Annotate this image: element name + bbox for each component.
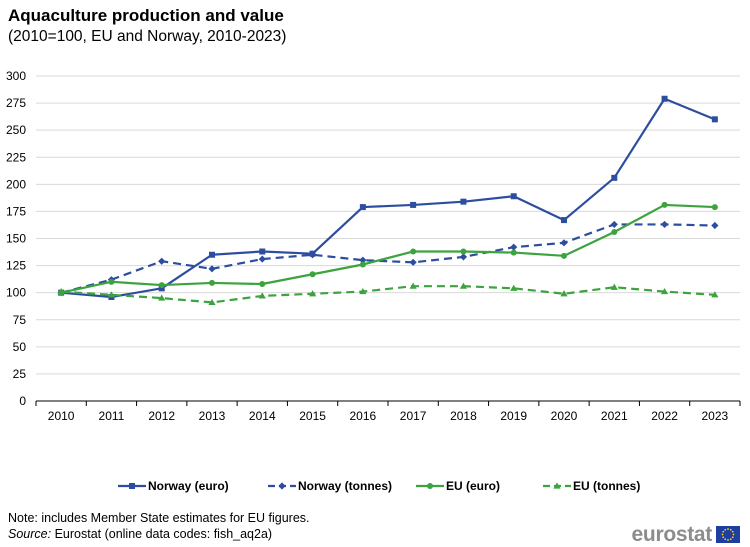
data-point-norway-tonnes-2017	[409, 258, 417, 266]
x-tick-label-2020: 2020	[551, 409, 578, 423]
y-tick-label-0: 0	[19, 394, 26, 408]
legend-marker-eu-tonnes	[553, 482, 561, 489]
y-tick-label-75: 75	[13, 313, 27, 327]
y-tick-label-150: 150	[6, 232, 26, 246]
y-tick-label-225: 225	[6, 150, 26, 164]
x-tick-label-2014: 2014	[249, 409, 276, 423]
data-point-eu-euro-2019	[510, 249, 517, 256]
legend-label-eu-tonnes: EU (tonnes)	[573, 479, 640, 493]
data-point-eu-tonnes-2016	[359, 287, 367, 295]
y-tick-label-50: 50	[13, 340, 27, 354]
series-line-norway-euro	[61, 97, 716, 299]
data-point-eu-euro-2018	[460, 248, 467, 255]
data-point-eu-tonnes-2014	[258, 292, 266, 299]
y-tick-label-250: 250	[6, 123, 26, 137]
data-point-norway-euro-2014	[259, 248, 266, 255]
x-tick-label-2021: 2021	[601, 409, 628, 423]
x-tick-label-2022: 2022	[651, 409, 678, 423]
data-point-eu-tonnes-2022	[660, 287, 669, 295]
x-tick-label-2011: 2011	[99, 409, 125, 423]
data-point-eu-euro-2015	[309, 271, 316, 278]
x-tick-label-2012: 2012	[148, 409, 175, 423]
eurostat-logo: eurostat	[632, 524, 740, 545]
data-point-norway-tonnes-2023	[711, 221, 719, 230]
legend-marker-eu-euro	[427, 483, 433, 489]
data-point-eu-tonnes-2015	[308, 290, 317, 297]
data-point-norway-euro-2020	[561, 217, 567, 224]
y-tick-label-100: 100	[6, 286, 26, 300]
data-point-eu-euro-2013	[209, 279, 215, 286]
x-tick-label-2015: 2015	[299, 409, 326, 423]
data-point-eu-euro-2021	[611, 229, 618, 235]
y-tick-label-300: 300	[6, 69, 26, 83]
data-point-norway-tonnes-2020	[560, 239, 568, 247]
data-point-eu-tonnes-2019	[510, 284, 518, 291]
y-tick-label-125: 125	[6, 259, 26, 273]
data-point-eu-tonnes-2012	[158, 294, 166, 301]
logo-text: eurostat	[631, 523, 713, 546]
data-point-eu-tonnes-2023	[711, 291, 719, 298]
chart-title: Aquaculture production and value	[8, 6, 284, 25]
data-point-norway-tonnes-2019	[510, 243, 518, 251]
data-point-eu-tonnes-2020	[560, 290, 568, 297]
data-point-norway-tonnes-2018	[459, 253, 468, 261]
data-point-norway-tonnes-2015	[308, 251, 317, 259]
x-tick-label-2010: 2010	[48, 409, 75, 423]
data-point-eu-euro-2011	[108, 278, 115, 285]
data-point-eu-euro-2016	[359, 261, 366, 268]
legend-marker-norway-tonnes	[278, 482, 286, 490]
eu-flag-icon	[716, 526, 740, 543]
data-point-norway-euro-2023	[711, 116, 718, 123]
y-tick-label-275: 275	[6, 96, 26, 110]
y-tick-label-200: 200	[6, 177, 26, 191]
data-point-eu-tonnes-2013	[208, 298, 216, 306]
data-point-norway-tonnes-2016	[359, 256, 367, 264]
data-point-norway-tonnes-2012	[158, 257, 166, 265]
data-point-eu-tonnes-2018	[459, 282, 468, 289]
legend-marker-norway-euro	[129, 483, 135, 489]
chart-subtitle: (2010=100, EU and Norway, 2010-2023)	[8, 28, 287, 45]
data-point-eu-tonnes-2017	[409, 282, 417, 289]
data-point-eu-euro-2014	[259, 281, 266, 287]
data-point-norway-euro-2021	[611, 174, 618, 181]
data-point-eu-tonnes-2021	[610, 283, 618, 290]
data-point-norway-euro-2017	[410, 201, 417, 208]
data-point-norway-tonnes-2021	[610, 220, 618, 229]
data-point-norway-euro-2012	[158, 285, 165, 292]
series-line-eu-euro	[60, 203, 715, 294]
x-tick-label-2018: 2018	[450, 409, 477, 423]
x-tick-label-2013: 2013	[199, 409, 226, 423]
x-tick-label-2023: 2023	[702, 409, 729, 423]
source-line: Source: Eurostat (online data codes: fis…	[8, 527, 272, 541]
x-tick-label-2017: 2017	[400, 409, 427, 423]
data-point-norway-euro-2022	[661, 95, 668, 102]
data-point-norway-tonnes-2014	[258, 255, 266, 263]
data-point-norway-euro-2016	[359, 204, 366, 211]
data-point-eu-euro-2020	[561, 252, 567, 259]
legend-label-norway-tonnes: Norway (tonnes)	[298, 479, 392, 493]
series-line-eu-tonnes	[61, 285, 715, 304]
source-text: Eurostat (online data codes: fish_aq2a)	[51, 527, 273, 541]
data-point-norway-euro-2013	[209, 251, 215, 258]
data-point-eu-euro-2012	[158, 282, 165, 289]
data-point-eu-euro-2023	[711, 204, 718, 211]
x-tick-label-2019: 2019	[500, 409, 527, 423]
legend-label-norway-euro: Norway (euro)	[148, 479, 229, 493]
data-point-eu-euro-2022	[661, 201, 668, 208]
footnote: Note: includes Member State estimates fo…	[8, 511, 310, 525]
y-tick-label-175: 175	[6, 204, 26, 218]
data-point-norway-euro-2019	[510, 193, 517, 200]
data-point-norway-tonnes-2022	[660, 220, 669, 229]
data-point-eu-tonnes-2011	[107, 291, 116, 298]
data-point-norway-tonnes-2013	[208, 265, 216, 273]
data-point-eu-euro-2017	[410, 248, 417, 255]
y-tick-label-25: 25	[13, 367, 27, 381]
legend-label-eu-euro: EU (euro)	[446, 479, 500, 493]
data-point-norway-euro-2018	[460, 198, 467, 205]
source-label: Source:	[8, 527, 52, 541]
data-point-eu-tonnes-2010	[57, 287, 65, 295]
x-tick-label-2016: 2016	[350, 409, 377, 423]
